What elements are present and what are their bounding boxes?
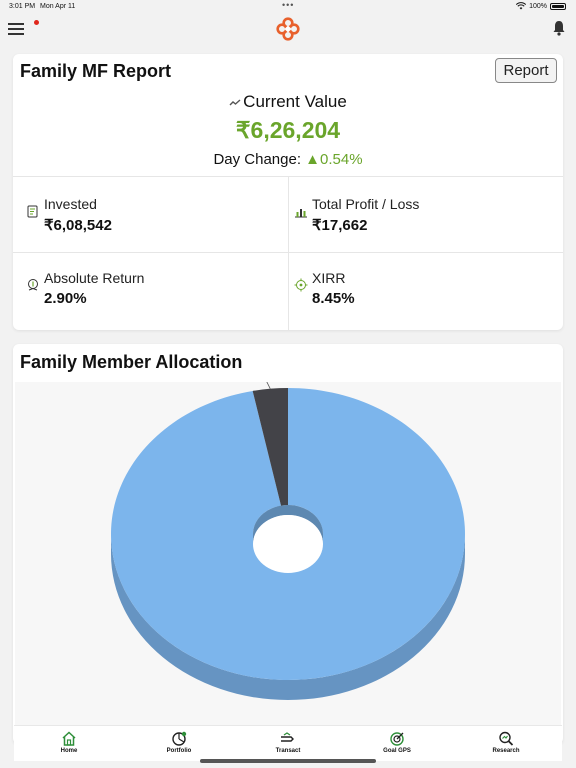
- current-value-label: Current Value: [243, 92, 347, 111]
- tab-label: Research: [492, 748, 520, 754]
- family-mf-report-card: Family MF Report Report Current Value ₹6…: [13, 54, 563, 330]
- divider: [288, 176, 289, 330]
- home-indicator[interactable]: [200, 759, 376, 763]
- allocation-chart: s: [15, 367, 561, 744]
- metric-value: 8.45%: [312, 290, 355, 307]
- metric-invested: Invested ₹6,08,542: [26, 196, 286, 246]
- day-change-label: Day Change:: [213, 151, 301, 168]
- allocation-pie-chart: s: [110, 367, 466, 700]
- report-button[interactable]: Report: [495, 58, 557, 83]
- pie-slice-2[interactable]: [252, 388, 288, 506]
- pie-hole-wall: [253, 505, 323, 544]
- notification-dot: [34, 20, 39, 25]
- tab-transact[interactable]: Transact: [253, 731, 323, 754]
- allocation-title: Family Member Allocation: [20, 352, 243, 372]
- slice-label-connector: [177, 371, 271, 389]
- tab-label: Goal GPS: [383, 748, 411, 754]
- transact-icon: [281, 732, 294, 742]
- notification-bell-icon[interactable]: [552, 20, 566, 36]
- multitasking-dots-icon[interactable]: •••: [282, 0, 295, 10]
- top-app-bar: [0, 14, 576, 46]
- metric-xirr: XIRR 8.45%: [294, 270, 554, 320]
- metric-value: ₹17,662: [312, 217, 368, 234]
- metric-label: Total Profit / Loss: [312, 196, 420, 212]
- battery-percent: 100%: [529, 2, 547, 10]
- invested-icon: [27, 205, 38, 218]
- metric-label: Invested: [44, 196, 97, 212]
- pie-slice-1[interactable]: [110, 388, 466, 680]
- current-value: ₹6,26,204: [235, 117, 341, 143]
- metric-label: XIRR: [312, 270, 346, 286]
- report-title: Family MF Report: [20, 61, 172, 81]
- battery-icon: [550, 2, 566, 10]
- metric-label: Absolute Return: [44, 270, 145, 286]
- wifi-icon: [516, 2, 527, 10]
- status-time: 3:01 PM: [9, 3, 36, 10]
- status-bar: 3:01 PM Mon Apr 11 ••• 100%: [0, 0, 576, 14]
- status-date: Mon Apr 11: [40, 3, 76, 10]
- tab-label: Home: [60, 748, 78, 754]
- metric-value: ₹6,08,542: [44, 217, 112, 234]
- day-change: Day Change: ▲0.54%: [13, 151, 563, 168]
- tab-home[interactable]: Home: [34, 731, 104, 754]
- day-change-value: ▲0.54%: [305, 151, 363, 168]
- goal-icon: [390, 732, 404, 746]
- research-icon: [499, 731, 514, 746]
- pie-hole: [253, 515, 323, 573]
- tab-portfolio[interactable]: Portfolio: [144, 731, 214, 754]
- tab-goal-gps[interactable]: Goal GPS: [362, 731, 432, 754]
- tab-label: Portfolio: [166, 748, 192, 754]
- target-icon: [294, 278, 308, 292]
- current-value-label-row: Current Value: [13, 92, 563, 112]
- tab-research[interactable]: Research: [471, 731, 541, 754]
- metric-absolute-return: Absolute Return 2.90%: [26, 270, 286, 320]
- brand-logo: [276, 17, 300, 41]
- family-member-allocation-card: Family Member Allocation s: [13, 344, 563, 744]
- trend-icon: [229, 98, 241, 106]
- return-icon: [28, 279, 38, 291]
- bottom-tab-bar: Home Portfolio Transact Goal GPS Researc…: [14, 725, 562, 761]
- hamburger-menu-icon[interactable]: [8, 23, 24, 35]
- metric-value: 2.90%: [44, 290, 87, 307]
- home-icon: [62, 731, 76, 746]
- metric-total-profit-loss: Total Profit / Loss ₹17,662: [294, 196, 554, 246]
- tab-label: Transact: [275, 748, 301, 754]
- bar-chart-icon: [295, 209, 307, 218]
- pie-chart-icon: [172, 731, 187, 746]
